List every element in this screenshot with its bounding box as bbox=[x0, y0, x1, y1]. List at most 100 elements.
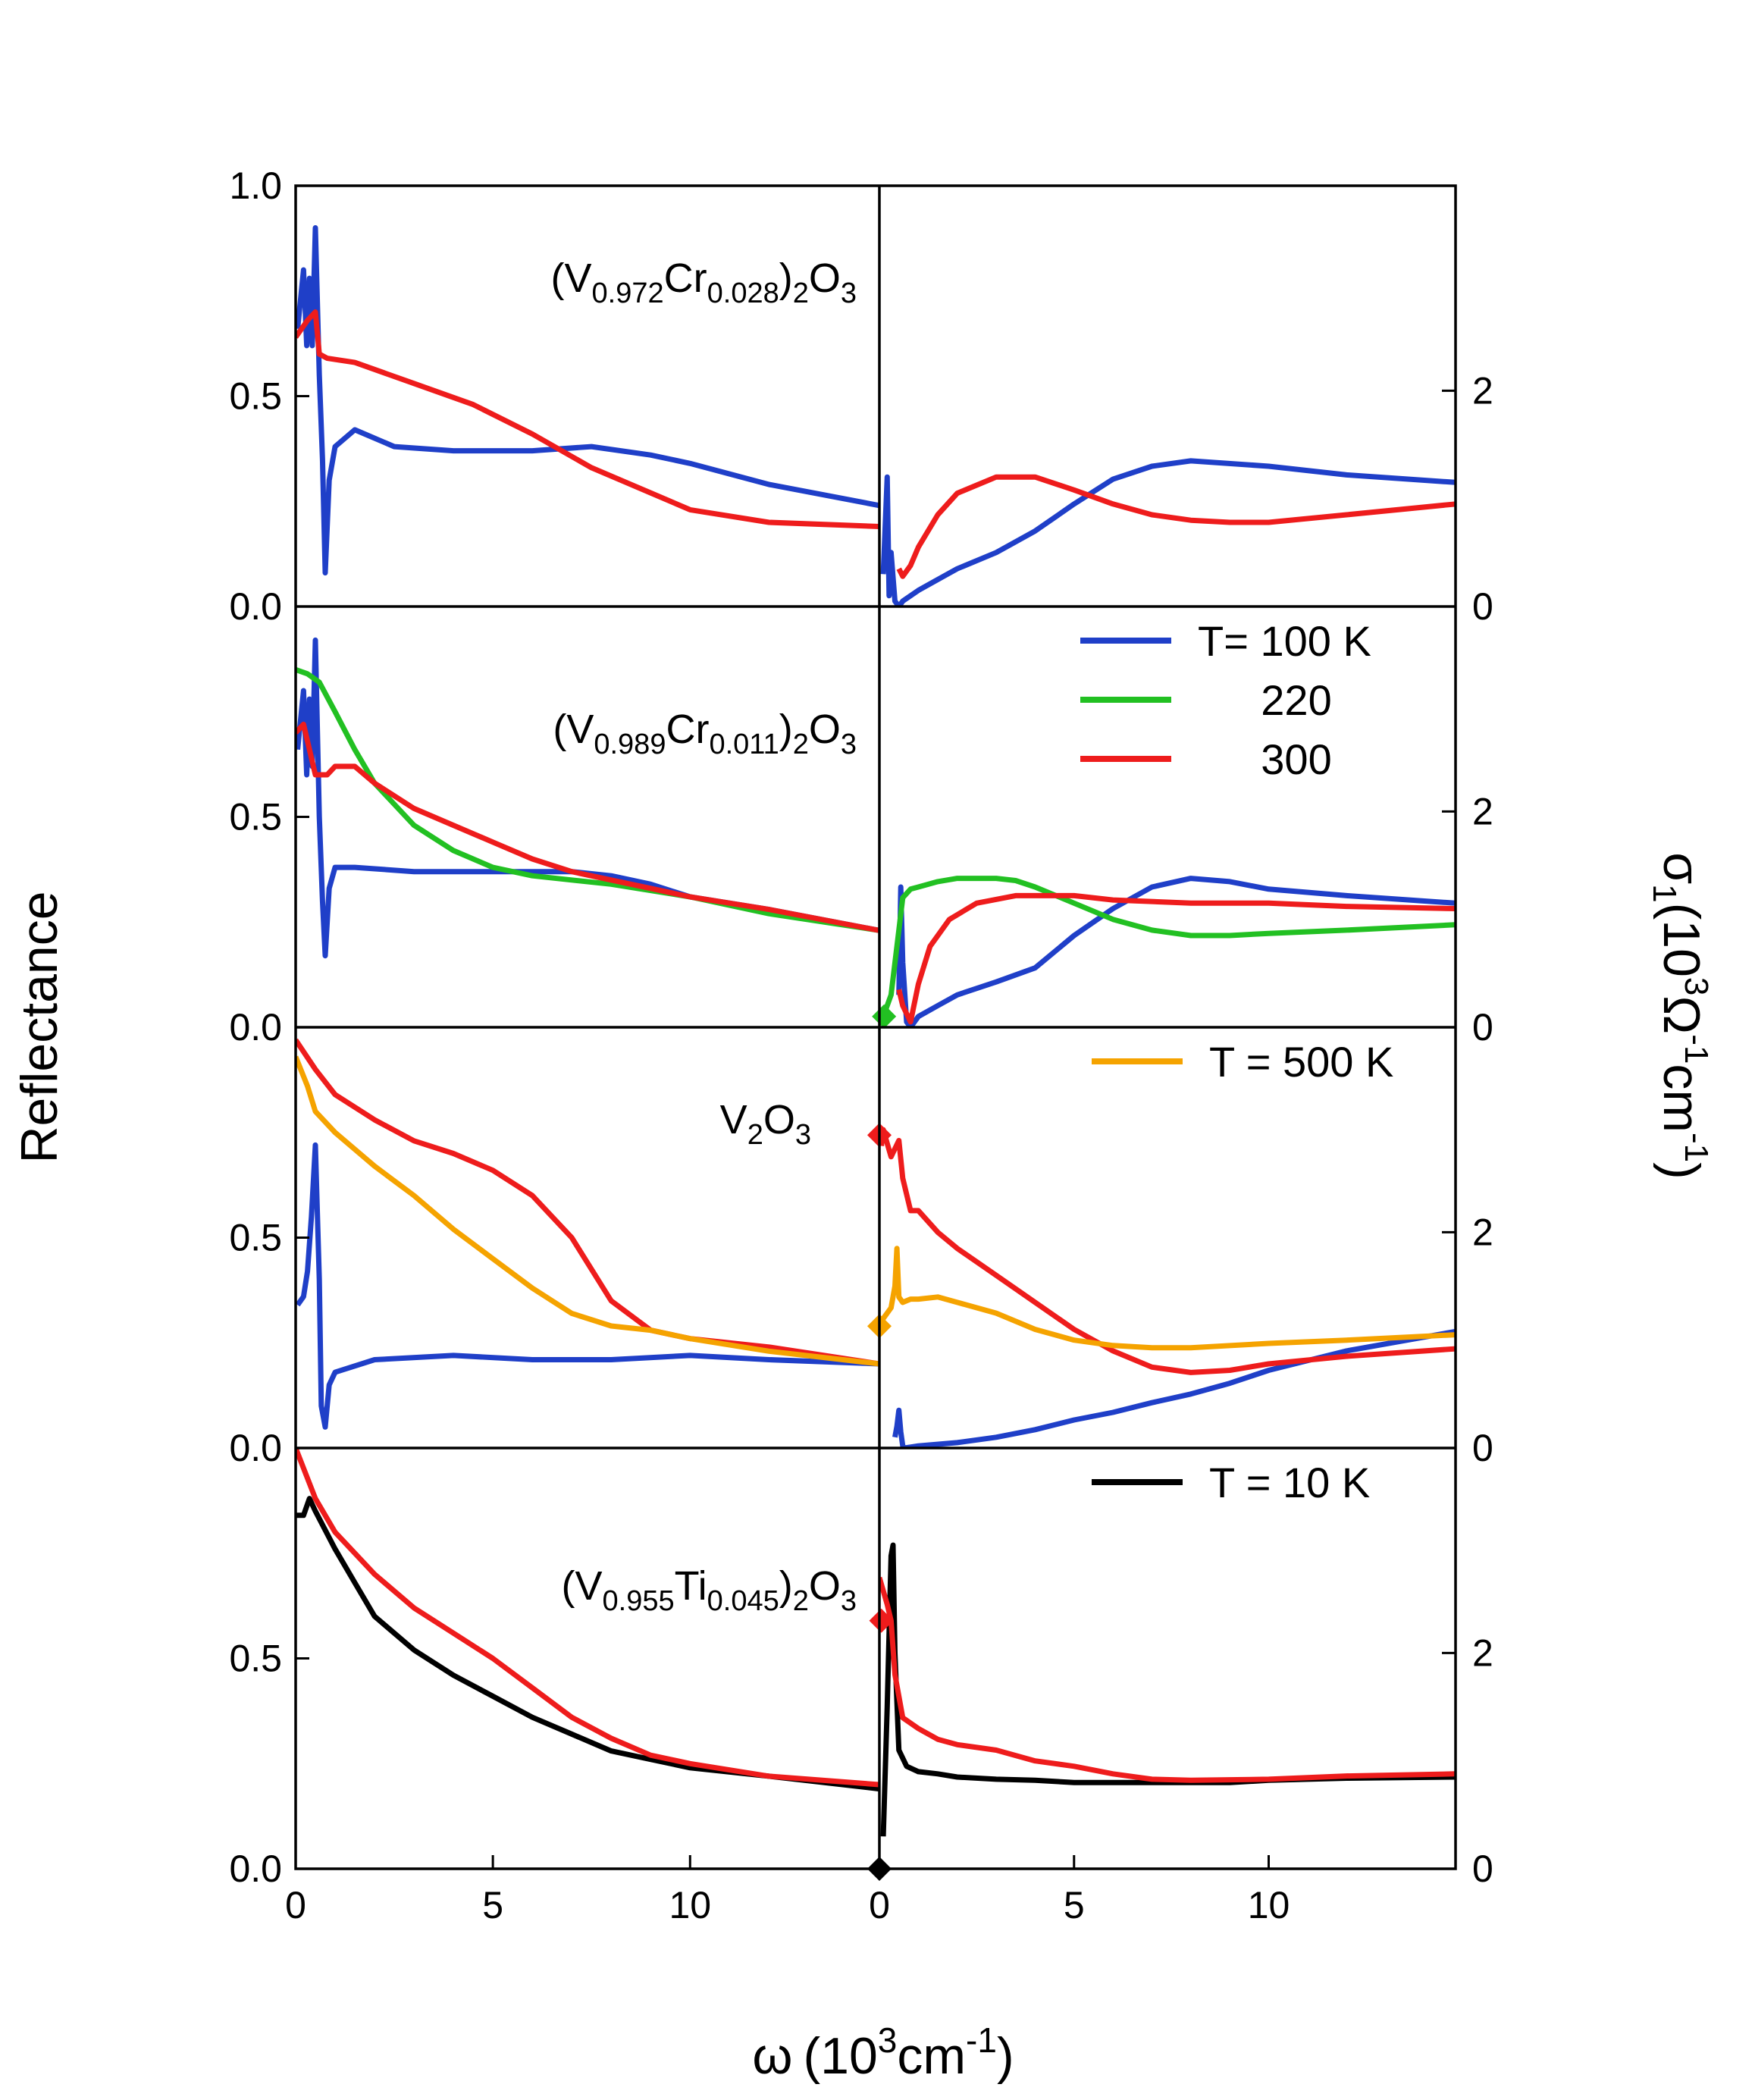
right-y-axis-omega: Ω bbox=[1653, 995, 1710, 1034]
conductivity-line-300k bbox=[896, 892, 1456, 1025]
reflectance-line-100k bbox=[296, 225, 879, 576]
sample-text: O bbox=[809, 707, 841, 752]
reflectance-line-300k bbox=[296, 1448, 879, 1788]
reflectance-tick-label: 0.0 bbox=[229, 1427, 282, 1469]
conductivity-line-300k bbox=[896, 474, 1456, 579]
sample-subscript: 2 bbox=[793, 277, 809, 309]
x-axis-suffix: ) bbox=[997, 2027, 1014, 2085]
conductivity-line-100k bbox=[880, 458, 1456, 606]
sample-text: (V bbox=[551, 255, 592, 301]
dc-marker-1 bbox=[869, 1608, 894, 1633]
sample-text: Cr bbox=[666, 707, 709, 752]
conductivity-tick-label: 0 bbox=[1472, 1848, 1493, 1890]
sample-text: ) bbox=[779, 1563, 793, 1609]
conductivity-tick-label: 2 bbox=[1472, 369, 1493, 412]
right-y-axis-close: ) bbox=[1653, 1162, 1710, 1180]
sample-text: O bbox=[809, 1563, 841, 1609]
x-tick-label-right: 0 bbox=[869, 1884, 890, 1926]
x-axis-title: ω (103cm-1) bbox=[752, 2020, 1014, 2085]
conductivity-line-220k bbox=[880, 876, 1456, 1017]
panel-4: 0.0 0.5 0 2(V0.955Ti0.045)2O3 T = 10 K bbox=[229, 1446, 1493, 1890]
reflectance-tick-label: 0.5 bbox=[229, 1217, 282, 1259]
reflectance-line-500k bbox=[296, 1055, 879, 1367]
legend-label: T= 100 K bbox=[1198, 617, 1371, 665]
sample-subscript: 0.989 bbox=[594, 729, 666, 760]
sample-text: (V bbox=[553, 707, 594, 752]
sample-subscript: 2 bbox=[747, 1119, 763, 1151]
x-axis-cm: cm bbox=[897, 2027, 966, 2085]
conductivity-line-300k bbox=[879, 1127, 1456, 1375]
sample-text: O bbox=[809, 255, 841, 301]
x-tick-label-right: 5 bbox=[1064, 1884, 1085, 1926]
dc-marker-1 bbox=[872, 1004, 897, 1029]
conductivity-line-10k bbox=[880, 1542, 1456, 1837]
sample-subscript: 0.955 bbox=[603, 1585, 675, 1617]
right-y-axis-sup3: -1 bbox=[1678, 1133, 1715, 1162]
right-y-axis-sub: 1 bbox=[1646, 884, 1683, 902]
reflectance-lines bbox=[296, 225, 879, 576]
sample-text: V bbox=[720, 1097, 747, 1142]
sample-subscript: 0.045 bbox=[707, 1585, 779, 1617]
sample-subscript: 2 bbox=[793, 729, 809, 760]
reflectance-line-300k bbox=[296, 721, 879, 933]
reflectance-tick-label: 0.0 bbox=[229, 585, 282, 628]
sample-subscript: 2 bbox=[793, 1585, 809, 1617]
sample-subscript: 0.972 bbox=[592, 277, 664, 309]
conductivity-lines bbox=[879, 1127, 1456, 1448]
sample-label: V2O3 bbox=[720, 1097, 811, 1151]
sample-subscript: 3 bbox=[841, 729, 857, 760]
conductivity-tick-label: 2 bbox=[1472, 1211, 1493, 1253]
x-tick-label-left: 0 bbox=[285, 1884, 306, 1926]
reflectance-tick-label: 0.5 bbox=[229, 1638, 282, 1680]
legend-label: T = 500 K bbox=[1209, 1038, 1393, 1086]
sample-text: (V bbox=[562, 1563, 603, 1609]
frame-layer: 0 5 10 0 5 10 bbox=[285, 184, 1457, 1926]
sample-label: (V0.989Cr0.011)2O3 bbox=[553, 707, 857, 760]
reflectance-tick-label: 0.5 bbox=[229, 375, 282, 418]
right-y-axis-sigma: σ bbox=[1653, 852, 1710, 884]
conductivity-lines bbox=[880, 458, 1456, 606]
x-tick-label-left: 5 bbox=[482, 1884, 503, 1926]
legend-label: T = 10 K bbox=[1209, 1459, 1370, 1506]
reflectance-line-300k bbox=[296, 309, 879, 529]
sample-subscript: 0.028 bbox=[707, 277, 779, 309]
reflectance-tick-label: 0.0 bbox=[229, 1006, 282, 1048]
conductivity-tick-label: 0 bbox=[1472, 1427, 1493, 1469]
reflectance-line-100k bbox=[296, 637, 879, 959]
reflectance-tick-label: 0.0 bbox=[229, 1848, 282, 1890]
reflectance-line-100k bbox=[296, 1142, 879, 1430]
conductivity-tick-label: 2 bbox=[1472, 790, 1493, 832]
conductivity-tick-label: 0 bbox=[1472, 585, 1493, 628]
reflectance-lines bbox=[296, 637, 879, 959]
x-tick-label-left: 10 bbox=[669, 1884, 711, 1926]
left-y-axis-title: Reflectance bbox=[11, 891, 68, 1163]
sample-text: ) bbox=[779, 255, 793, 301]
sample-subscript: 3 bbox=[795, 1119, 811, 1151]
panel-1: 0.00.51.002(V0.972Cr0.028)2O3 bbox=[229, 165, 1493, 628]
reflectance-tick-label: 0.5 bbox=[229, 796, 282, 838]
right-y-axis-title: σ1(103Ω-1cm-1) bbox=[1646, 852, 1715, 1180]
x-axis-sup: 3 bbox=[878, 2020, 898, 2060]
sample-text: Ti bbox=[675, 1563, 707, 1609]
right-y-axis-open: (10 bbox=[1653, 903, 1710, 977]
reflectance-tick-label: 1.0 bbox=[229, 165, 282, 207]
sample-subscript: 3 bbox=[841, 1585, 857, 1617]
legend-label: 300 bbox=[1261, 735, 1331, 783]
conductivity-line-300k bbox=[879, 1576, 1456, 1783]
x-tick-label-right: 10 bbox=[1248, 1884, 1290, 1926]
conductivity-line-100k bbox=[892, 1328, 1456, 1448]
conductivity-tick-label: 0 bbox=[1472, 1006, 1493, 1048]
x-axis-sup2: -1 bbox=[966, 2020, 997, 2060]
legend-label: 220 bbox=[1261, 676, 1331, 724]
panels-layer: 0.00.51.002(V0.972Cr0.028)2O30.00.502(V0… bbox=[229, 165, 1493, 1890]
right-y-axis-sup: 3 bbox=[1678, 977, 1715, 995]
right-y-axis-cm: cm bbox=[1653, 1064, 1710, 1133]
conductivity-lines bbox=[879, 1542, 1456, 1837]
reflectance-lines bbox=[296, 1038, 879, 1430]
sample-label: (V0.955Ti0.045)2O3 bbox=[562, 1563, 857, 1617]
sample-text: ) bbox=[779, 707, 793, 752]
conductivity-line-500k bbox=[881, 1246, 1456, 1351]
